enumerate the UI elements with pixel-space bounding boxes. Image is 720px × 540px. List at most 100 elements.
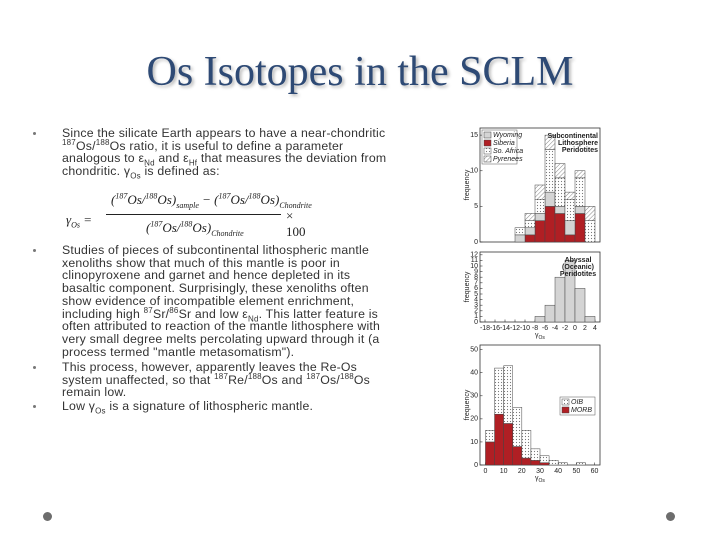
legend-label: Pyrenees — [493, 156, 523, 163]
bar — [548, 460, 559, 466]
y-tick-label: 10 — [470, 168, 478, 175]
text-run: 87 — [143, 305, 153, 315]
legend-label: MORB — [571, 407, 592, 414]
x-tick-label: 2 — [583, 325, 587, 332]
y-tick-label: 7 — [474, 280, 478, 287]
bar — [524, 220, 536, 228]
text-run: Sr and low ε — [178, 306, 248, 321]
y-tick-label: 0 — [474, 462, 478, 469]
bar — [544, 304, 556, 323]
bar — [512, 407, 523, 447]
bar — [539, 462, 550, 466]
text-run: γ — [535, 475, 539, 482]
text-run: Nd — [144, 158, 155, 168]
bar — [564, 220, 576, 236]
x-tick-label: 4 — [593, 325, 597, 332]
text-run: 188 — [247, 371, 262, 381]
x-tick-label: 0 — [484, 468, 488, 475]
bar — [564, 234, 576, 243]
text-run: = — [80, 212, 93, 227]
slide-title: Os Isotopes in the SCLM — [146, 49, 574, 95]
bar — [494, 367, 504, 415]
bar — [574, 213, 586, 243]
text-run: 187 — [115, 191, 128, 201]
bar — [534, 316, 546, 323]
eq-factor: × 100 — [286, 208, 306, 239]
bar — [524, 213, 536, 221]
y-tick-label: 12 — [470, 252, 478, 259]
legend-swatch — [483, 155, 492, 163]
x-tick-label: 50 — [572, 468, 580, 475]
bar — [574, 177, 586, 207]
bar — [564, 191, 576, 200]
eq-sub: Chondrite — [279, 201, 312, 210]
y-axis-label: frequency — [464, 389, 471, 420]
text-run: that measures the deviation from chondri… — [62, 151, 387, 179]
bar — [584, 316, 596, 323]
text-run: 187 — [218, 191, 231, 201]
x-tick-label: -16 — [490, 325, 500, 332]
equation: γOs = (187Os/188Os)sample − (187Os/188Os… — [66, 190, 316, 246]
y-tick-label: 10 — [470, 263, 478, 270]
bar — [544, 134, 556, 150]
y-tick-label: 1 — [474, 313, 478, 320]
x-tick-label: 30 — [536, 468, 544, 475]
bar — [485, 441, 495, 466]
y-tick-label: 11 — [471, 257, 478, 264]
bar — [554, 276, 566, 323]
bar — [554, 163, 566, 179]
legend-swatch — [483, 131, 492, 139]
text-run: Os — [192, 220, 207, 235]
bar — [503, 423, 513, 466]
text-run: Re/ — [228, 372, 248, 387]
x-tick-label: 10 — [500, 468, 508, 475]
y-tick-label: 2 — [474, 308, 478, 315]
bar — [494, 413, 504, 466]
y-tick-label: 50 — [470, 346, 478, 353]
x-tick-label: -12 — [510, 325, 520, 332]
bar — [524, 234, 536, 243]
x-tick-label: 20 — [518, 468, 526, 475]
y-tick-label: 10 — [470, 439, 478, 446]
bar — [524, 227, 536, 236]
bar — [584, 220, 596, 243]
bar — [564, 199, 576, 221]
legend-label: So. Africa — [493, 148, 523, 155]
text-run: 188 — [180, 219, 193, 229]
bar — [557, 462, 568, 466]
bar — [584, 206, 596, 221]
text-run: γ — [535, 332, 539, 339]
x-tick-label: -14 — [500, 325, 510, 332]
legend-swatch — [483, 147, 492, 155]
bar — [554, 213, 566, 243]
bar — [534, 213, 546, 221]
bullet: Since the silicate Earth appears to have… — [30, 127, 390, 181]
text-run: Os — [95, 406, 106, 416]
text-run: Os — [130, 171, 141, 181]
panel-label: Lithosphere — [558, 140, 598, 147]
x-tick-label: -2 — [562, 325, 568, 332]
text-run: 187 — [306, 371, 321, 381]
bar — [514, 234, 526, 243]
bar — [503, 365, 513, 424]
x-tick-label: -6 — [542, 325, 548, 332]
figure: 051015frequencySubcontinentalLithosphere… — [464, 127, 601, 484]
legend-swatch — [561, 406, 570, 414]
text-run: 86 — [169, 305, 179, 315]
bar — [554, 206, 566, 214]
bullet: Studies of pieces of subcontinental lith… — [30, 244, 390, 358]
bar — [514, 227, 526, 236]
y-tick-label: 5 — [474, 291, 478, 298]
bar — [544, 149, 556, 193]
x-tick-label: -8 — [532, 325, 538, 332]
bar — [521, 457, 532, 466]
legend-label: Wyoming — [493, 132, 522, 139]
panel-label: Peridotites — [560, 271, 596, 278]
bar — [512, 446, 523, 466]
x-tick-label: -10 — [520, 325, 530, 332]
y-axis-label: frequency — [464, 169, 471, 200]
text-run: Os — [157, 192, 172, 207]
bar — [544, 206, 556, 243]
y-tick-label: 40 — [470, 370, 478, 377]
